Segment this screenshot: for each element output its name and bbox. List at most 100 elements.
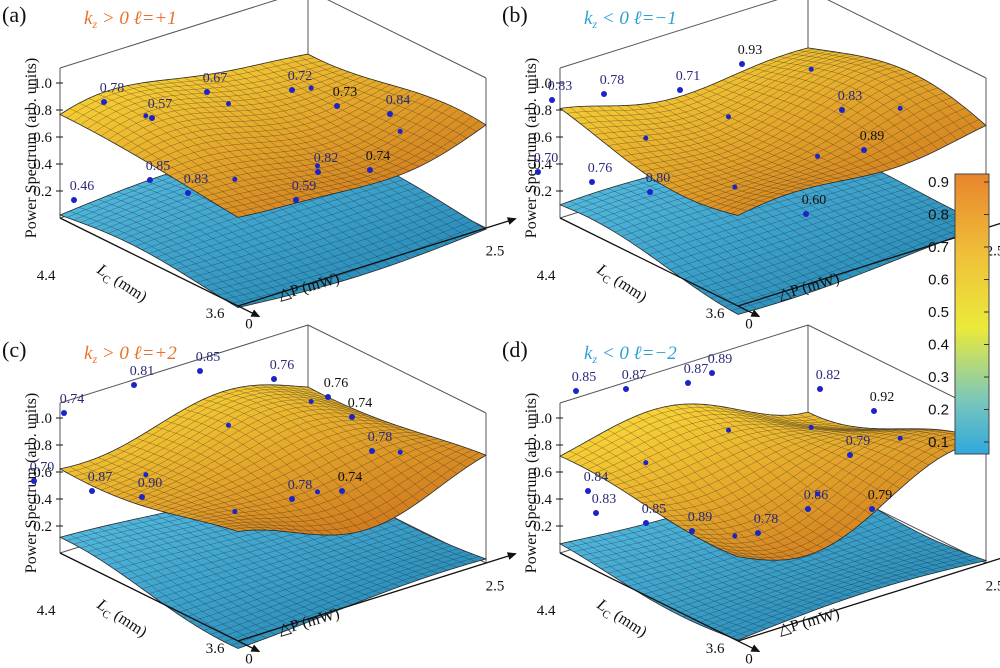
dp-tick-label: 2.5	[486, 244, 505, 260]
surface-mesh	[59, 53, 487, 218]
lc-axis-arrow	[59, 552, 261, 653]
data-label: 0.83	[184, 172, 209, 187]
mesh-line	[59, 53, 309, 115]
mesh-line	[731, 557, 980, 638]
mesh-line	[107, 402, 356, 494]
data-label: 0.78	[288, 478, 313, 493]
data-label: 0.73	[333, 85, 358, 100]
mesh-line	[669, 428, 918, 521]
mesh-line	[696, 92, 945, 203]
colorbar-tick-label: 0.9	[928, 174, 949, 191]
front-axes	[59, 217, 517, 318]
mesh-line	[648, 66, 898, 177]
mesh-line	[724, 218, 973, 307]
data-point	[149, 115, 155, 121]
mesh-line	[683, 429, 932, 531]
mesh-line	[703, 208, 952, 294]
data-label: 0.78	[600, 73, 625, 88]
mesh-line	[183, 97, 432, 185]
lc-tick-label: 4.4	[537, 268, 556, 284]
mesh-line	[142, 84, 391, 160]
mesh-line	[580, 50, 829, 124]
data-point	[89, 488, 95, 494]
mesh-line	[731, 438, 980, 558]
data-point	[839, 107, 845, 113]
mesh-line	[73, 60, 322, 122]
data-point	[315, 169, 321, 175]
data-point	[755, 530, 761, 536]
axis-line	[59, 324, 309, 404]
mesh-line	[662, 528, 911, 607]
front-axes	[59, 552, 517, 653]
data-label: 0.74	[338, 470, 363, 485]
data-point	[689, 528, 695, 534]
mesh-line	[190, 199, 439, 279]
z-tick-label: 0.8	[533, 438, 552, 454]
data-label: 0.74	[366, 149, 391, 164]
data-point	[585, 488, 591, 494]
mesh-line	[169, 187, 418, 266]
data-label: 0.70	[30, 460, 55, 475]
mesh-line	[169, 432, 418, 514]
mesh-line	[669, 190, 918, 270]
colorbar-gradient	[954, 173, 990, 455]
colorbar-tick-label: 0.4	[928, 337, 949, 354]
lc-tick-label: 3.6	[706, 306, 725, 322]
mesh-line	[601, 53, 850, 141]
data-point	[643, 460, 649, 466]
axis-line	[827, 0, 987, 79]
mesh-line	[121, 409, 370, 499]
mesh-line	[142, 419, 391, 506]
z-tick-label: 0.4	[33, 157, 52, 173]
lc-tick-label: 3.6	[206, 641, 225, 657]
data-point	[232, 509, 238, 515]
upper-surface	[558, 47, 987, 216]
data-label: 0.70	[534, 151, 559, 166]
mesh-line	[635, 428, 884, 499]
data-label: 0.84	[584, 470, 609, 485]
data-point	[593, 510, 599, 516]
data-point	[861, 147, 867, 153]
mesh-line	[566, 48, 815, 114]
data-point	[573, 388, 579, 394]
data-point	[308, 398, 314, 404]
data-point	[726, 114, 731, 120]
data-point	[197, 368, 203, 374]
data-label: 0.57	[148, 97, 173, 112]
mesh-line	[169, 529, 418, 609]
dp-tick-label: 2.5	[986, 579, 1000, 595]
mesh-line	[176, 191, 425, 270]
data-point	[226, 101, 231, 107]
data-point	[871, 408, 877, 414]
mesh-line	[231, 225, 480, 304]
mesh-line	[642, 428, 891, 504]
axis-line	[307, 324, 487, 414]
axis-line	[559, 324, 809, 404]
mesh-line	[587, 51, 836, 130]
data-point	[643, 135, 649, 141]
mesh-line	[203, 545, 452, 631]
lc-tick-label: 3.6	[206, 306, 225, 322]
data-point	[535, 169, 541, 175]
mesh-line	[169, 92, 418, 176]
lc-axis-arrow	[559, 217, 761, 318]
data-label: 0.82	[816, 368, 841, 383]
mesh-line	[662, 72, 911, 186]
data-point	[143, 113, 149, 119]
mesh-line	[135, 416, 384, 504]
mesh-line	[155, 88, 404, 168]
surface-mesh	[59, 384, 487, 536]
mesh-line	[710, 102, 959, 208]
mesh-line	[669, 531, 918, 611]
data-label: 0.78	[754, 512, 779, 527]
lc-tick-label: 3.6	[706, 641, 725, 657]
data-point	[643, 520, 649, 526]
data-point	[334, 103, 340, 109]
z-tick-label: 1.0	[33, 411, 52, 427]
data-point	[739, 61, 745, 67]
mesh-line	[669, 75, 918, 190]
mesh-line	[155, 426, 404, 510]
mesh-line	[162, 183, 411, 262]
data-label: 0.87	[622, 368, 647, 383]
